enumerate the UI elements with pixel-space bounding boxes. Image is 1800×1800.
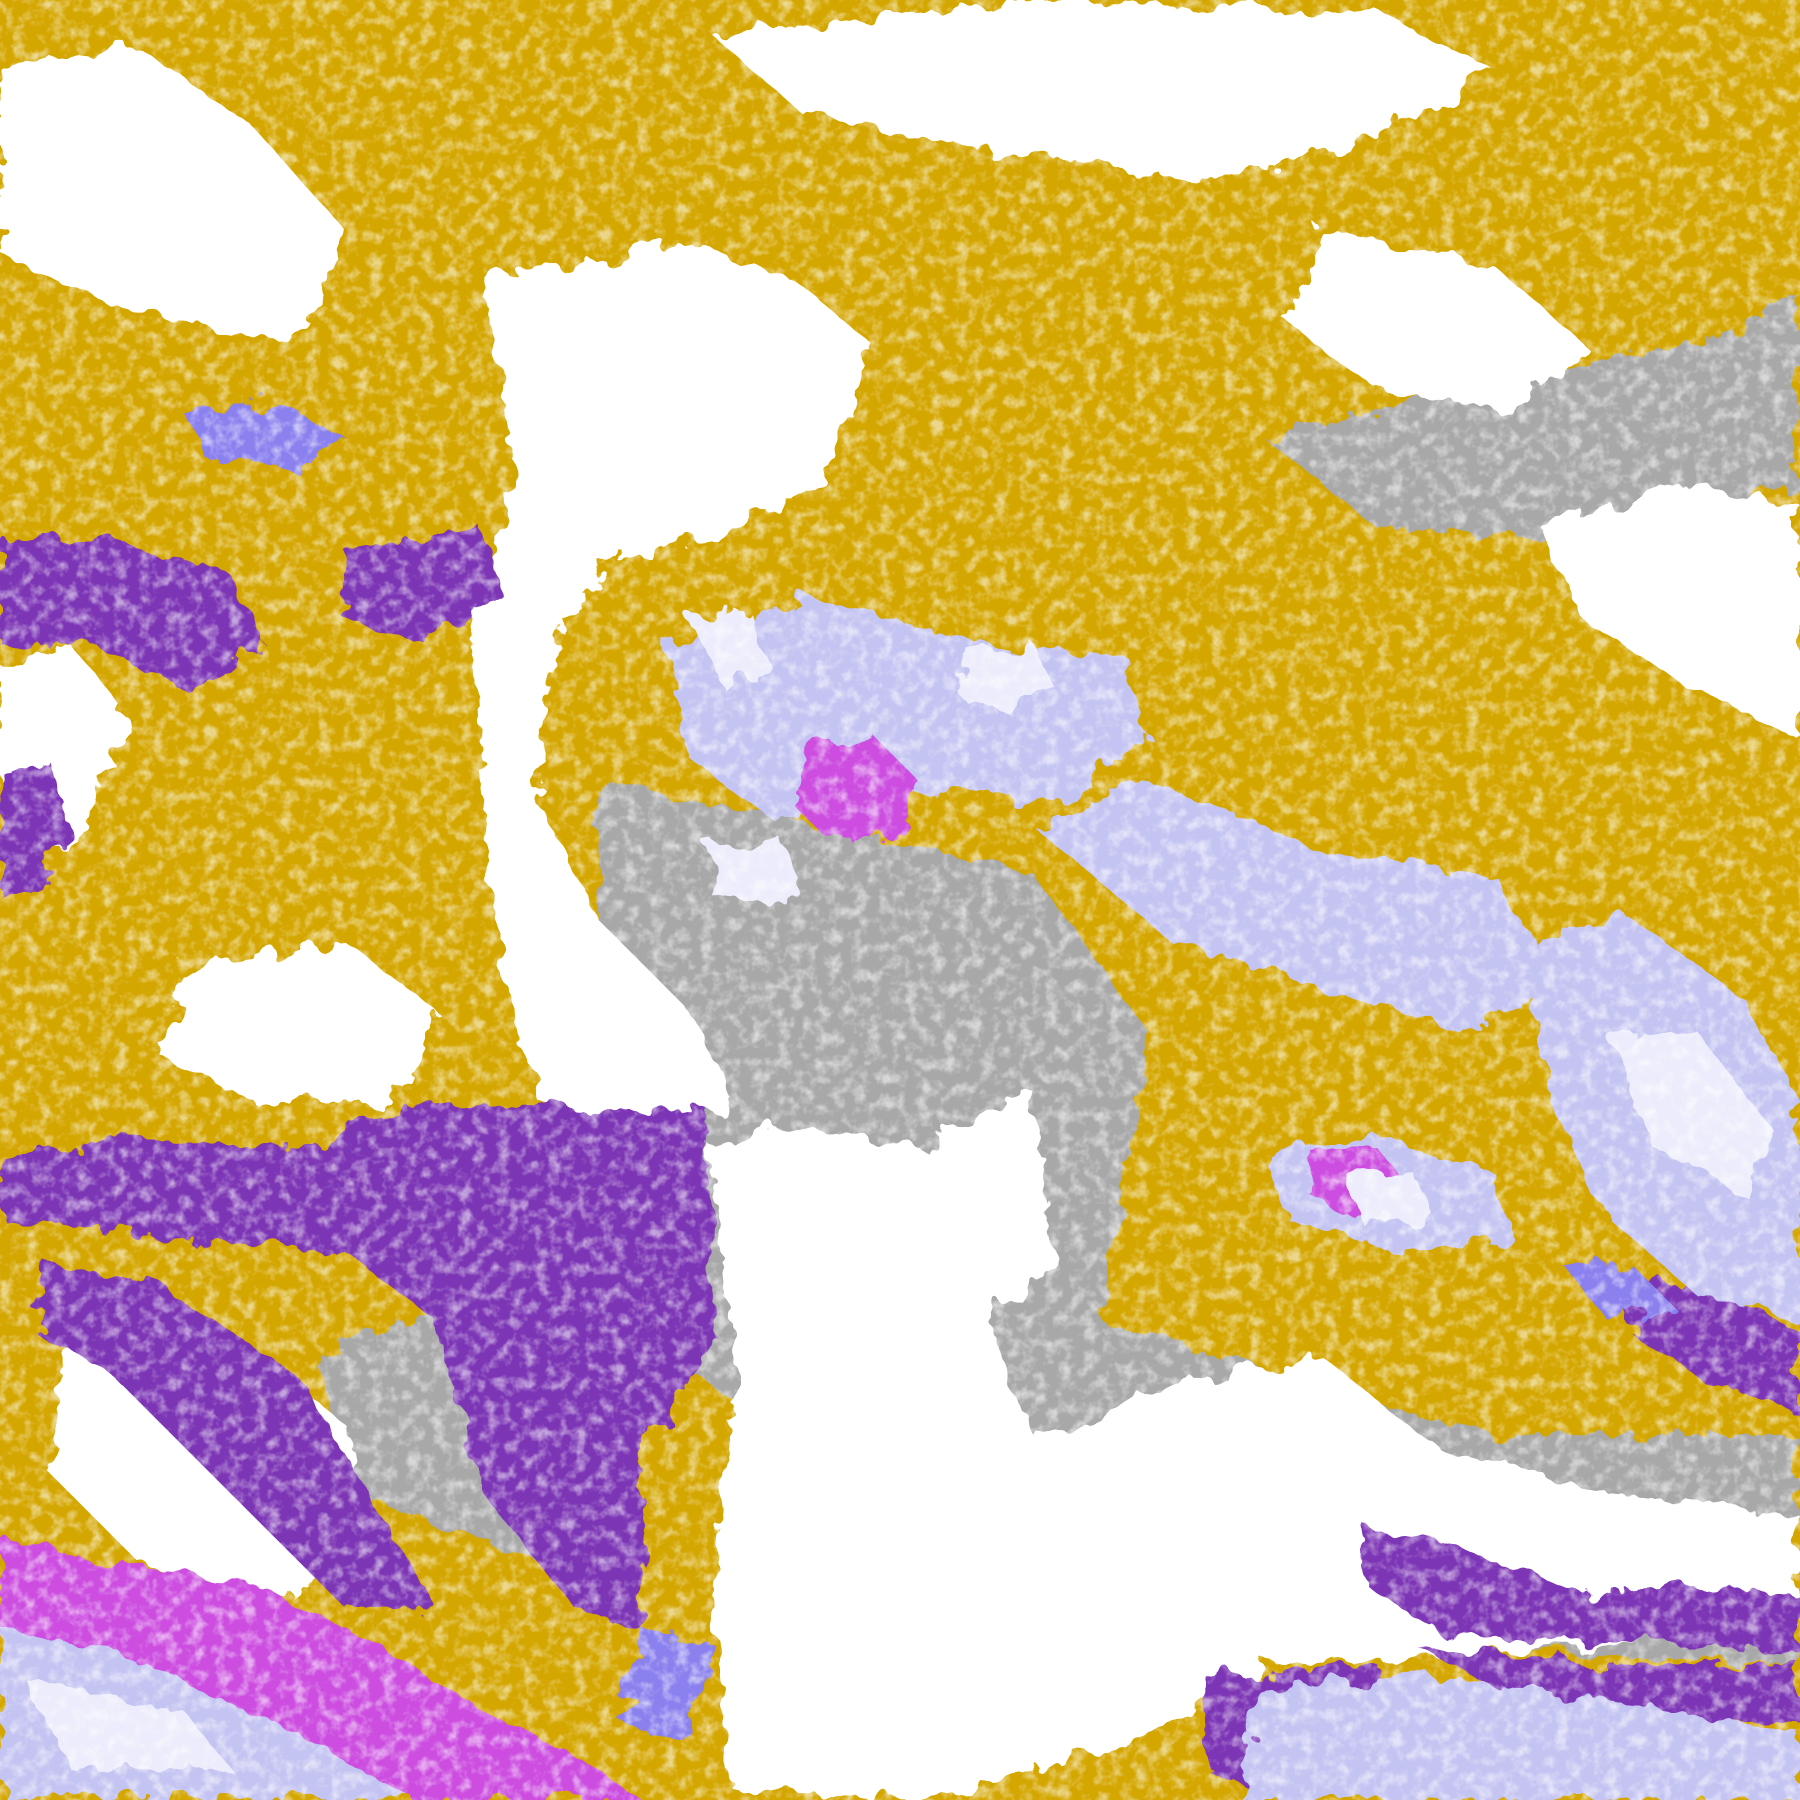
page [0, 0, 1800, 1800]
false-color-image [0, 0, 1800, 1800]
texture [0, 0, 1800, 1800]
